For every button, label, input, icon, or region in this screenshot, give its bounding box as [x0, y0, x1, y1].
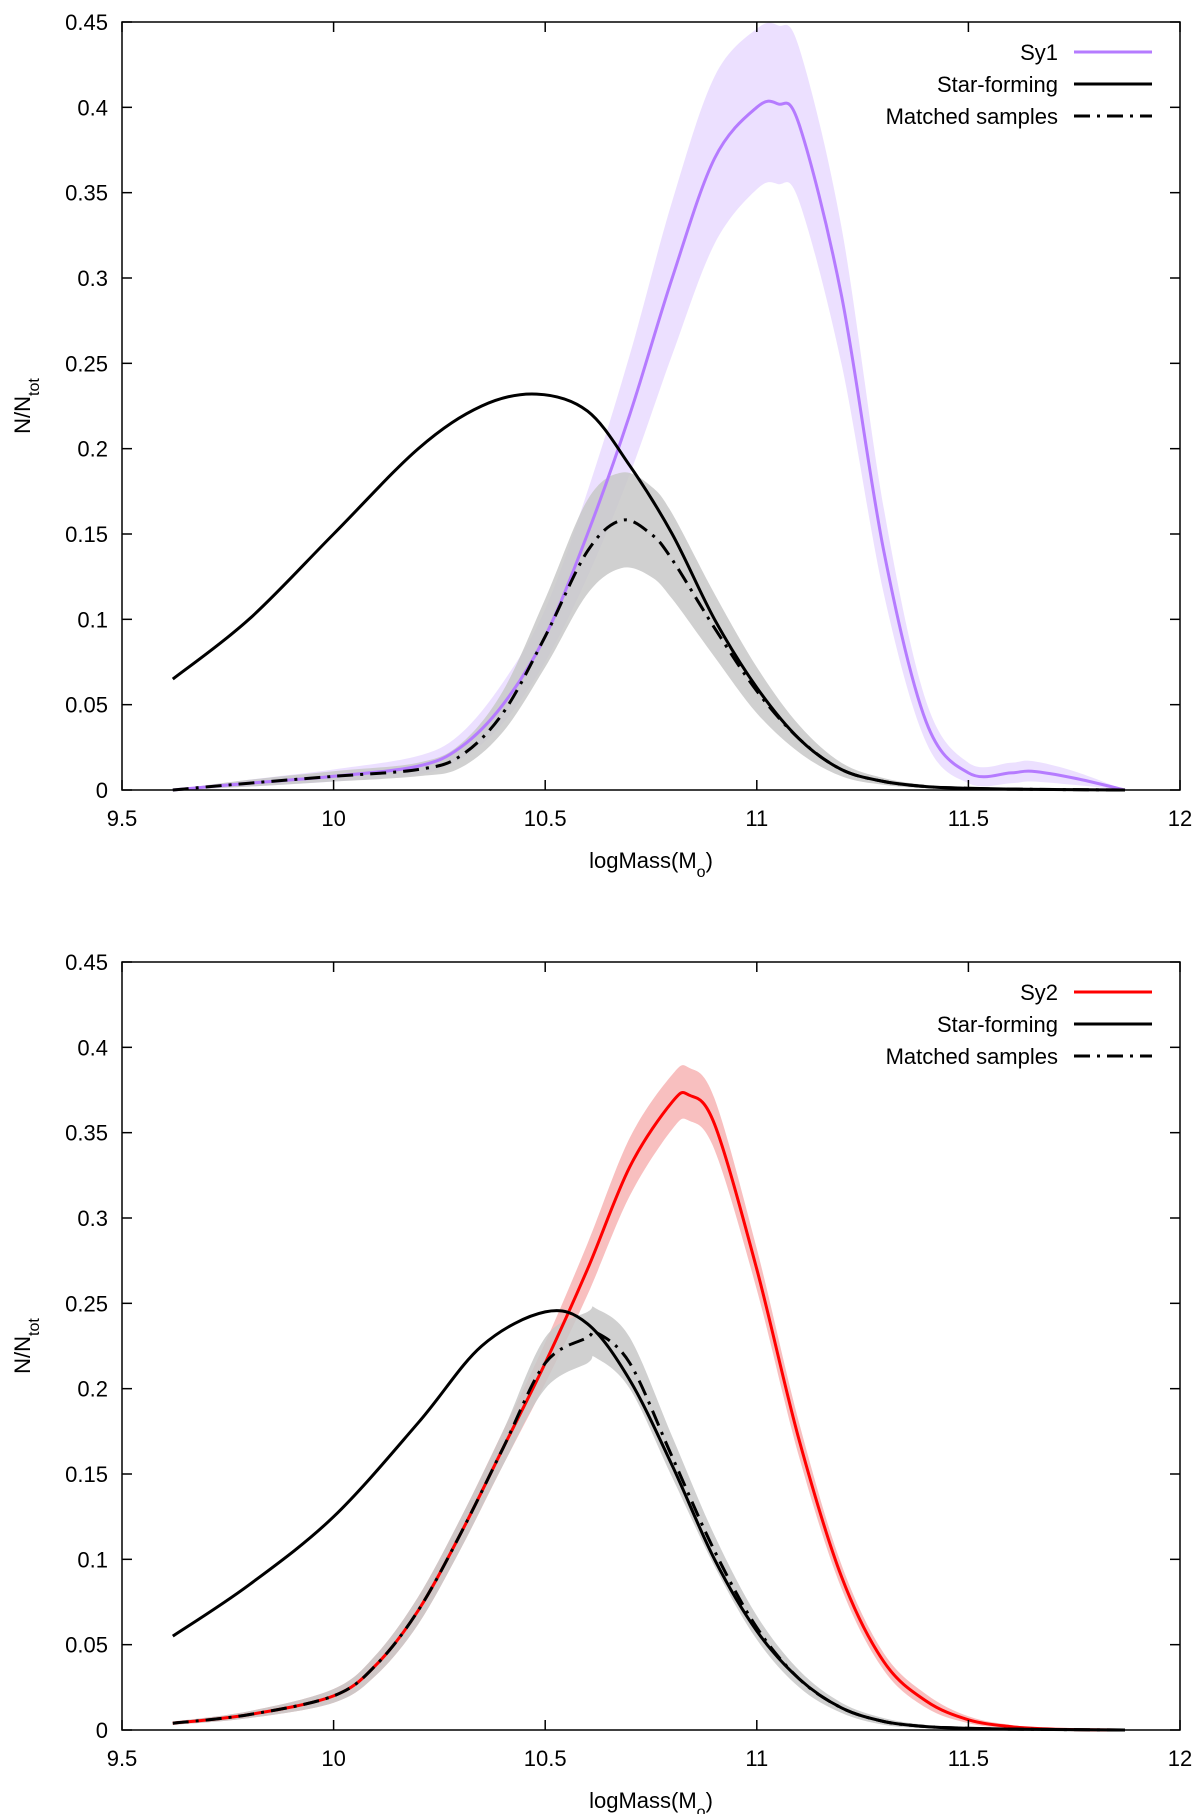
y-tick-label: 0.25 — [65, 351, 108, 376]
y-tick-label: 0.45 — [65, 950, 108, 975]
x-axis-label-main: logMass(M — [589, 1788, 697, 1813]
line-matched-samples — [172, 1329, 1126, 1732]
line-sy1 — [172, 99, 1126, 792]
x-axis-ticks: 9.5 10 10.5 11 11.5 12 — [107, 962, 1192, 1771]
legend-label-sy2: Sy2 — [1020, 980, 1058, 1005]
legend: Sy2 Star-forming Matched samples — [886, 980, 1152, 1069]
y-tick-label: 0.15 — [65, 1462, 108, 1487]
y-tick-label: 0.25 — [65, 1291, 108, 1316]
x-axis-label: logMass(Mo) — [589, 1788, 713, 1814]
y-tick-label: 0.15 — [65, 522, 108, 547]
y-tick-label: 0.4 — [77, 1035, 108, 1060]
y-axis-label: N/Ntot — [10, 1318, 43, 1374]
y-tick-label: 0 — [96, 778, 108, 803]
legend: Sy1 Star-forming Matched samples — [886, 40, 1152, 129]
chart-panel-sy2: 9.5 10 10.5 11 11.5 12 0 0.05 0.1 0.15 0.2 0.25 0.3… — [10, 950, 1192, 1814]
x-tick-label: 12 — [1168, 1746, 1192, 1771]
band-sy1 — [172, 22, 1126, 791]
y-tick-label: 0.3 — [77, 266, 108, 291]
x-tick-label: 11.5 — [948, 806, 989, 831]
x-axis-label-sub: o — [697, 1804, 706, 1814]
y-tick-label: 0.2 — [77, 437, 108, 462]
x-axis-label-sub: o — [697, 864, 706, 881]
y-tick-label: 0.1 — [77, 607, 108, 632]
x-axis-label-main: logMass(M — [589, 848, 697, 873]
plot-frame — [121, 961, 1181, 1731]
y-axis-label-main: N/N — [10, 1336, 35, 1374]
legend-label-matched: Matched samples — [886, 104, 1058, 129]
x-tick-label: 9.5 — [107, 1746, 138, 1771]
x-tick-label: 12 — [1168, 806, 1192, 831]
plot-frame — [121, 21, 1181, 791]
y-axis-label-main: N/N — [10, 396, 35, 434]
y-tick-label: 0.4 — [77, 95, 108, 120]
series-lines — [171, 99, 1126, 792]
y-tick-label: 0.05 — [65, 1633, 108, 1658]
band-matched-samples — [172, 472, 1126, 791]
y-tick-label: 0.1 — [77, 1547, 108, 1572]
x-tick-label: 10 — [321, 806, 345, 831]
legend-label-star-forming: Star-forming — [937, 1012, 1058, 1037]
legend-label-matched: Matched samples — [886, 1044, 1058, 1069]
legend-label-star-forming: Star-forming — [937, 72, 1058, 97]
y-tick-label: 0.2 — [77, 1377, 108, 1402]
y-axis-ticks: 0 0.05 0.1 0.15 0.2 0.25 0.3 0.35 0.4 0.45 — [65, 10, 1180, 803]
line-star-forming — [171, 1309, 1126, 1732]
legend-label-sy1: Sy1 — [1020, 40, 1058, 65]
series-lines — [171, 1090, 1126, 1732]
y-axis-label-sub: tot — [26, 378, 43, 396]
x-tick-label: 9.5 — [107, 806, 138, 831]
confidence-bands — [172, 22, 1126, 791]
x-axis-label-end: ) — [706, 848, 713, 873]
line-matched-samples — [172, 518, 1126, 792]
y-tick-label: 0.05 — [65, 693, 108, 718]
x-tick-label: 10 — [321, 1746, 345, 1771]
y-tick-label: 0.45 — [65, 10, 108, 35]
x-tick-label: 11.5 — [948, 1746, 989, 1771]
y-axis-label-sub: tot — [26, 1318, 43, 1336]
x-tick-label: 10.5 — [524, 1746, 567, 1771]
x-axis-label-end: ) — [706, 1788, 713, 1813]
x-tick-label: 10.5 — [524, 806, 567, 831]
x-tick-label: 11 — [745, 806, 768, 831]
x-axis-ticks: 9.5 10 10.5 11 11.5 12 — [107, 22, 1192, 831]
y-tick-label: 0.35 — [65, 1121, 108, 1146]
y-tick-label: 0.35 — [65, 181, 108, 206]
y-axis-ticks: 0 0.05 0.1 0.15 0.2 0.25 0.3 0.35 0.4 0.45 — [65, 950, 1180, 1743]
chart-panel-sy1: 9.5 10 10.5 11 11.5 12 0 0.05 0.1 0.15 0.2 0.25 0.3… — [10, 10, 1192, 881]
y-axis-label: N/Ntot — [10, 378, 43, 434]
y-tick-label: 0 — [96, 1718, 108, 1743]
x-axis-label: logMass(Mo) — [589, 848, 713, 881]
x-tick-label: 11 — [745, 1746, 768, 1771]
y-tick-label: 0.3 — [77, 1206, 108, 1231]
